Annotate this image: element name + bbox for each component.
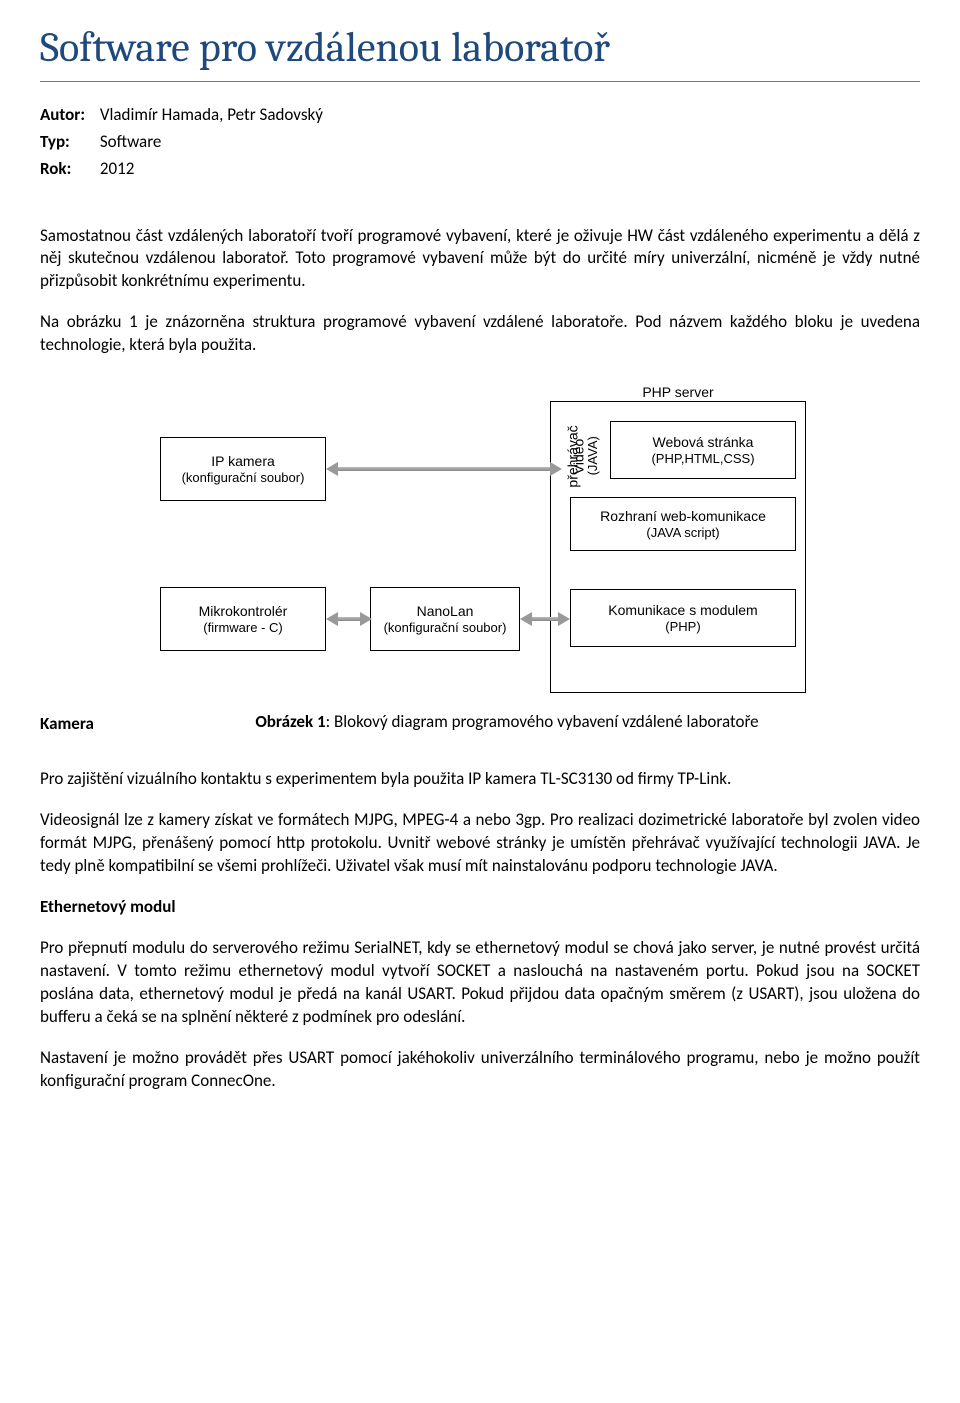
- kamera-paragraph-1: Pro zajištění vizuálního kontaktu s expe…: [40, 768, 920, 791]
- meta-type-label: Typ:: [40, 131, 96, 154]
- meta-year-value: 2012: [100, 158, 134, 179]
- figure-caption-bold: Obrázek 1: [255, 711, 325, 732]
- kamera-paragraph-2: Videosignál lze z kamery získat ve formá…: [40, 809, 920, 878]
- meta-year-label: Rok:: [40, 158, 96, 181]
- meta-author-row: Autor: Vladimír Hamada, Petr Sadovský: [40, 104, 920, 127]
- diagram-box-web-page: Webová stránka(PHP,HTML,CSS): [610, 421, 796, 479]
- diagram-label-php-server: PHP server: [550, 383, 806, 402]
- ethernet-paragraph-2: Nastavení je možno provádět přes USART p…: [40, 1047, 920, 1093]
- diagram-box-web-comm-interface: Rozhraní web-komunikace(JAVA script): [570, 497, 796, 551]
- diagram-label-video-tech: (JAVA): [584, 431, 602, 481]
- diagram-arrow-nanolan-module: [520, 615, 570, 623]
- meta-type-value: Software: [100, 131, 162, 152]
- intro-paragraph-2: Na obrázku 1 je znázorněna struktura pro…: [40, 311, 920, 357]
- diagram-box-nanolan: NanoLan(konfigurační soubor): [370, 587, 520, 651]
- diagram-arrow-micro-nanolan: [326, 615, 372, 623]
- diagram-arrow-camera-web: [326, 465, 562, 473]
- intro-paragraph-1: Samostatnou část vzdálených laboratoří t…: [40, 225, 920, 294]
- figure-caption: Obrázek 1: Blokový diagram programového …: [94, 711, 920, 734]
- meta-type-row: Typ: Software: [40, 131, 920, 154]
- diagram-box-microcontroller: Mikrokontrolér(firmware - C): [160, 587, 326, 651]
- diagram-box-ip-camera: IP kamera(konfigurační soubor): [160, 437, 326, 501]
- section-heading-ethernet: Ethernetový modul: [40, 896, 920, 919]
- block-diagram: PHP server IP kamera(konfigurační soubor)…: [150, 377, 810, 697]
- ethernet-paragraph-1: Pro přepnutí modulu do serverového režim…: [40, 937, 920, 1029]
- meta-author-value: Vladimír Hamada, Petr Sadovský: [100, 104, 323, 125]
- meta-year-row: Rok: 2012: [40, 158, 920, 181]
- diagram-box-module-comm: Komunikace s modulem(PHP): [570, 589, 796, 647]
- section-heading-kamera: Kamera: [40, 713, 94, 736]
- figure-caption-rest: : Blokový diagram programového vybavení …: [326, 711, 759, 732]
- meta-author-label: Autor:: [40, 104, 96, 127]
- page-title: Software pro vzdálenou laboratoř: [40, 20, 920, 82]
